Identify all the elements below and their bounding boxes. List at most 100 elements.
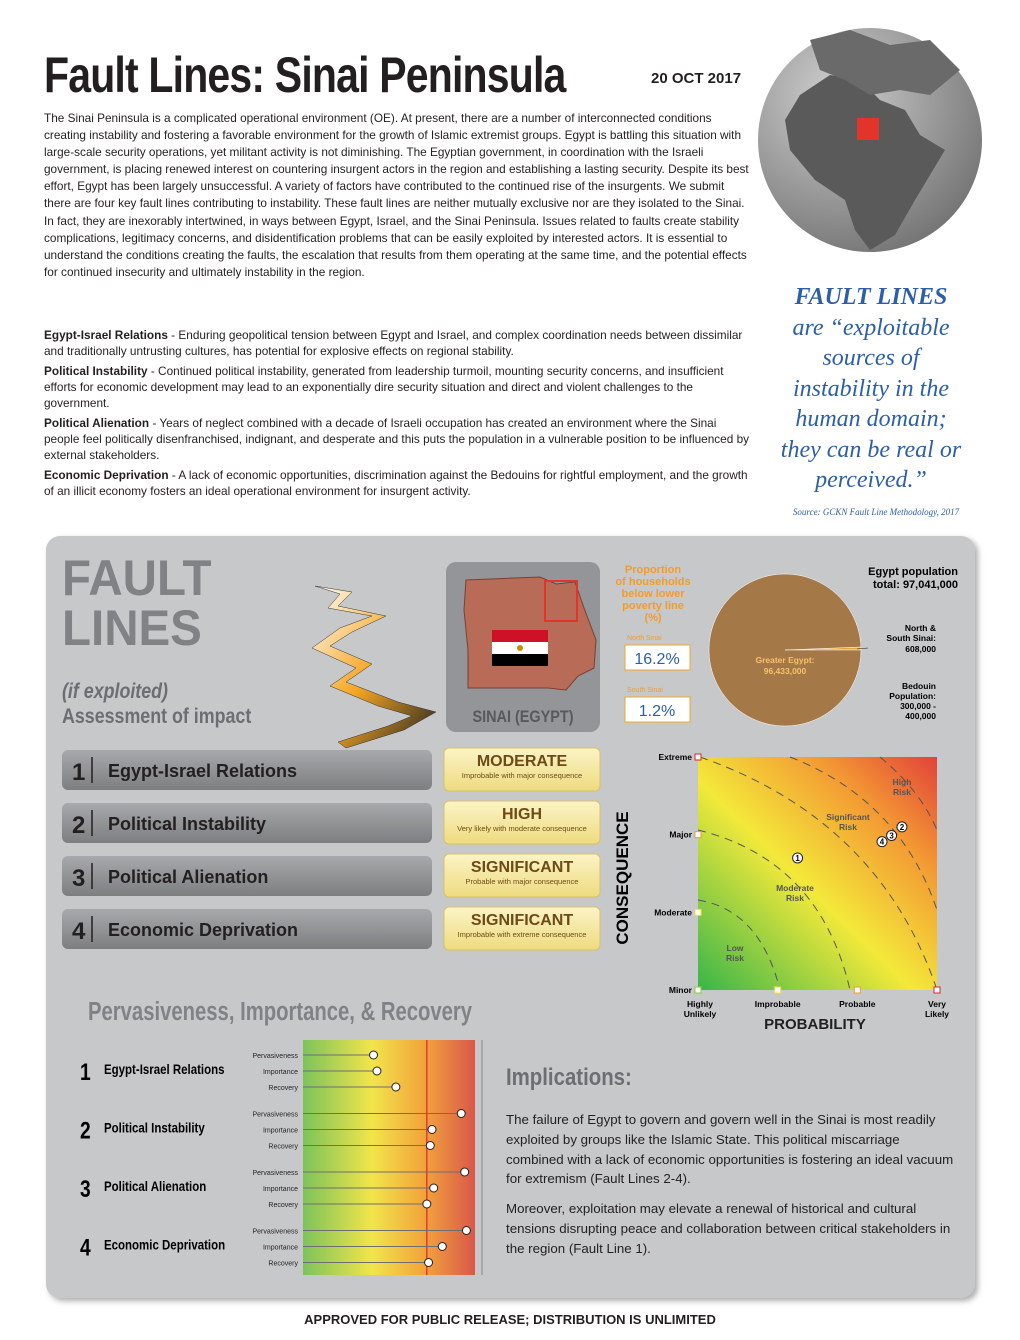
pie-value-label: 608,000 <box>905 644 936 654</box>
pir-measure: Recovery <box>268 1202 298 1209</box>
poverty-title: (%) <box>644 612 661 624</box>
intro: The Sinai Peninsula is a complicated ope… <box>44 111 749 279</box>
y-level-label: Major <box>669 830 692 840</box>
south-value: 1.2% <box>639 703 675 720</box>
definition: Political Instability - Continued politi… <box>44 363 750 411</box>
map-label: SINAI (EGYPT) <box>472 708 573 726</box>
pir-name: Political Instability <box>104 1119 206 1135</box>
definition: Economic Deprivation - A lack of economi… <box>44 467 750 499</box>
south-label: South Sinai <box>627 687 663 694</box>
pir-number: 2 <box>80 1116 91 1144</box>
pie-note: 300,000 - <box>900 701 936 711</box>
pir-marker <box>422 1199 432 1209</box>
assessment-name: Political Instability <box>108 814 266 834</box>
north-value: 16.2% <box>634 651 679 668</box>
pir-measure: Pervasiveness <box>252 1053 298 1060</box>
pir-measure: Recovery <box>268 1261 298 1268</box>
pie-label: South Sinai: <box>886 633 936 643</box>
pir-number: 1 <box>80 1058 91 1086</box>
pir-name: Egypt-Israel Relations <box>104 1061 225 1077</box>
y-level-label: Moderate <box>654 907 692 917</box>
pir-name: Political Alienation <box>104 1178 206 1194</box>
assessment-number: 3 <box>72 865 85 892</box>
definition: Political Alienation - Years of neglect … <box>44 415 750 463</box>
risk-zone: Significant <box>826 812 870 822</box>
assessment-number: 2 <box>72 812 85 839</box>
pie-title: Egypt population <box>868 566 958 578</box>
pir-marker <box>425 1141 435 1150</box>
risk-point <box>886 829 898 841</box>
pie-title: total: 97,041,000 <box>873 579 958 591</box>
pir-marker <box>424 1258 434 1267</box>
assessment-row <box>62 803 432 843</box>
risk-x-title: PROBABILITY <box>764 1016 866 1033</box>
panel-title: FAULT <box>62 551 212 606</box>
quote-line: instability in the <box>793 375 949 402</box>
definition-term: Political Alienation <box>44 416 150 430</box>
quote-line: FAULT LINES <box>794 284 948 310</box>
panel-subtitle: (if exploited) <box>62 680 168 704</box>
fault-bolt <box>311 585 437 749</box>
quote-line: perceived.” <box>815 467 927 493</box>
pir-bg <box>303 1040 475 1275</box>
x-level-label: Very <box>928 999 946 1009</box>
pir-measure: Recovery <box>268 1085 298 1092</box>
risk-point <box>876 836 888 848</box>
risk-point-label: 2 <box>900 823 905 832</box>
pir-marker <box>372 1066 382 1076</box>
quote-source: Source: GCKN Fault Line Methodology, 201… <box>792 507 960 517</box>
assessment-level: SIGNIFICANT <box>471 859 573 876</box>
pir-marker <box>456 1109 466 1118</box>
x-level-mark <box>774 986 782 994</box>
risk-zone: High <box>893 777 912 787</box>
x-level-label: Improbable <box>755 999 801 1009</box>
assessment-number: 4 <box>72 918 86 945</box>
pie-slice <box>708 573 862 727</box>
title: Fault Lines: Sinai Peninsula <box>44 47 566 103</box>
sinai-highlight <box>544 580 578 622</box>
risk-plot-bg <box>698 757 937 990</box>
pir-measure: Pervasiveness <box>252 1112 298 1119</box>
implications: The failure of Egypt to govern and gover… <box>506 1110 961 1269</box>
pir-marker <box>460 1167 470 1177</box>
date: 20 OCT 2017 <box>651 70 742 87</box>
implications-title: Implications: <box>506 1064 632 1091</box>
globe <box>758 28 982 252</box>
risk-zone: Moderate <box>776 883 814 893</box>
implications-paragraph: The failure of Egypt to govern and gover… <box>506 1112 954 1187</box>
risk-contours <box>697 756 938 991</box>
pir-name: Economic Deprivation <box>104 1236 225 1252</box>
pir-measure: Importance <box>263 1069 298 1076</box>
risk-zone: Risk <box>786 893 804 903</box>
pir-measure: Pervasiveness <box>252 1229 298 1236</box>
x-level-label: Unlikely <box>684 1009 717 1019</box>
pie-leader <box>856 647 869 650</box>
x-level-mark <box>933 986 941 994</box>
risk-y-title: CONSEQUENCE <box>613 811 632 944</box>
level-box <box>443 853 601 898</box>
poverty-title: below lower <box>622 588 686 600</box>
assessment-description: Probable with major consequence <box>466 877 579 886</box>
risk-point <box>792 852 804 864</box>
pir-measure: Recovery <box>268 1144 298 1151</box>
quote-line: human domain; <box>795 406 947 432</box>
pir-measure: Importance <box>263 1245 298 1252</box>
x-level-label: Probable <box>839 999 876 1009</box>
pir-marker <box>437 1242 447 1251</box>
assessment-name: Economic Deprivation <box>108 920 298 940</box>
quote: FAULT LINES are “exploitable sources of ins… <box>765 282 977 496</box>
assessment-row <box>62 856 432 896</box>
pir-marker <box>429 1183 439 1193</box>
y-level-mark <box>694 831 702 839</box>
pie-value-label: 96,433,000 <box>764 666 807 676</box>
pir-marker <box>391 1082 401 1092</box>
assessment-level: MODERATE <box>477 753 568 770</box>
risk-point-label: 4 <box>880 838 885 847</box>
pir-number: 3 <box>80 1175 91 1203</box>
north-box <box>624 644 691 671</box>
pie-label: Greater Egypt: <box>755 655 814 665</box>
pir-marker <box>369 1050 379 1060</box>
panel-title: LINES <box>62 601 202 656</box>
